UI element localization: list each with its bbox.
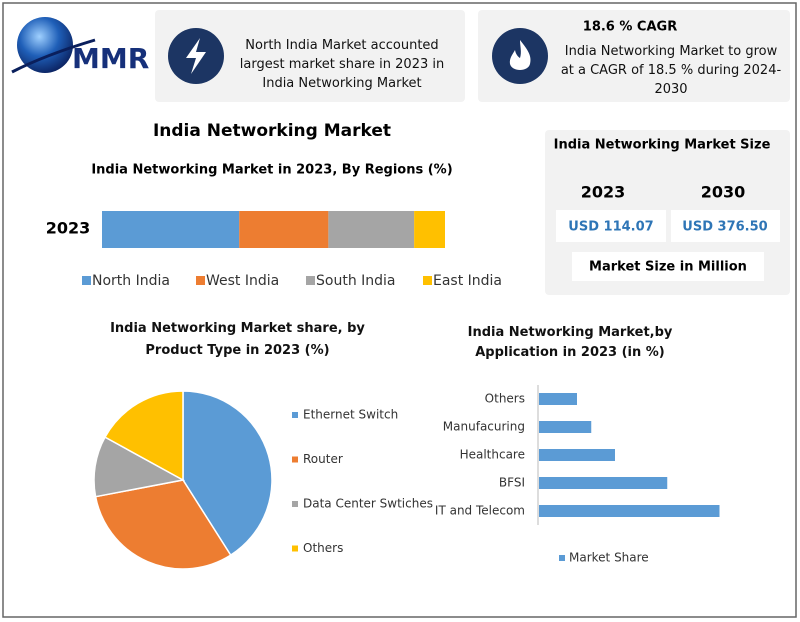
legend-label: Market Share [569, 551, 649, 565]
page-title: India Networking Market [153, 121, 391, 141]
legend-marker [82, 276, 91, 285]
bolt [186, 38, 206, 74]
legend-label: Data Center Swtiches [303, 497, 433, 511]
pie-slice [103, 390, 184, 482]
cagr-title: 18.6 % CAGR [583, 20, 677, 35]
bar [539, 477, 668, 489]
bar-segment [414, 211, 445, 248]
size-box [556, 210, 666, 242]
chart-title: India Networking Market share, by Produc… [110, 321, 365, 358]
size-year: 2023 [581, 183, 626, 202]
flame [509, 40, 531, 70]
legend-label: West India [206, 273, 279, 289]
cagr-text: India Networking Market to grow at a CAG… [560, 44, 782, 97]
category-label: Others [485, 392, 525, 406]
bar-segment [239, 211, 329, 248]
legend-label: North India [92, 273, 170, 289]
bar [539, 421, 592, 433]
highlight-text: North India Market accounted largest mar… [239, 38, 445, 91]
cagr-box [478, 10, 790, 102]
size-note: Market Size in Million [589, 260, 747, 275]
legend-marker [306, 276, 315, 285]
legend-label: Router [303, 452, 343, 466]
legend-marker [196, 276, 205, 285]
logo-swoosh [11, 38, 96, 74]
chart-title: India Networking Market in 2023, By Regi… [91, 163, 452, 178]
logo-globe [17, 17, 73, 73]
pie-slice [94, 479, 232, 570]
legend-marker [292, 412, 298, 418]
legend-marker [292, 456, 298, 463]
bar [539, 505, 720, 517]
category-label: Manufacuring [443, 420, 525, 434]
size-value: USD 376.50 [682, 220, 767, 235]
bar-segment [328, 211, 415, 248]
size-box [671, 210, 780, 242]
highlight-box [155, 10, 465, 102]
legend-marker [559, 555, 565, 561]
logo-text: MMR [72, 42, 149, 75]
note-box [572, 252, 764, 281]
size-title: India Networking Market Size [554, 138, 771, 153]
icon-flame [492, 28, 548, 84]
legend-marker [423, 276, 432, 285]
size-year: 2030 [701, 183, 746, 202]
chart-title: India Networking Market,by Application i… [467, 325, 673, 360]
legend-label: East India [433, 273, 502, 289]
category-label: BFSI [499, 476, 525, 490]
category-label: 2023 [46, 219, 91, 238]
bar [539, 449, 615, 461]
legend-marker [292, 501, 298, 507]
legend-label: Ethernet Switch [303, 408, 398, 422]
legend-marker [292, 545, 298, 552]
bar [539, 393, 577, 405]
size-value: USD 114.07 [568, 220, 653, 235]
category-label: IT and Telecom [435, 504, 525, 518]
bar-segment [102, 211, 240, 248]
legend-label: Others [303, 541, 343, 555]
legend-label: South India [316, 273, 396, 289]
category-label: Healthcare [460, 448, 525, 462]
